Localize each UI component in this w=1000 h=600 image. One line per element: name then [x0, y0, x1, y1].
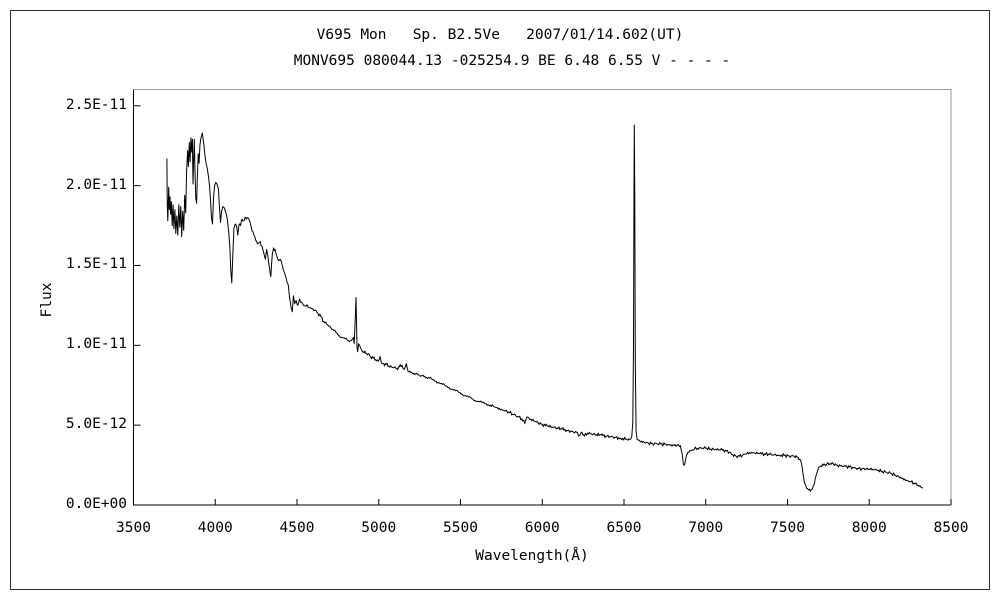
plot-frame-top-right: [133, 89, 952, 505]
y-axis-title: Flux: [39, 282, 55, 318]
x-tick-label: 4000: [197, 520, 233, 536]
y-tick-label: 0.0E+00: [65, 496, 127, 512]
x-tick-label: 3500: [116, 520, 151, 536]
y-tick-label: 1.5E-11: [65, 256, 127, 273]
y-tick-label: 2.5E-11: [65, 96, 127, 113]
x-tick-label: 7000: [688, 520, 724, 536]
x-tick-label: 6500: [606, 520, 642, 536]
x-tick-label: 5000: [361, 520, 397, 536]
y-tick-label: 1.0E-11: [65, 336, 127, 353]
x-tick-label: 6000: [524, 520, 560, 536]
y-tick-label: 2.0E-11: [65, 176, 127, 193]
chart-title: V695 Mon Sp. B2.5Ve 2007/01/14.602(UT): [316, 27, 684, 43]
chart-subtitle: MONV695 080044.13 -025254.9 BE 6.48 6.55…: [293, 53, 731, 69]
x-tick-label: 7500: [770, 520, 805, 536]
x-tick-label: 8000: [851, 520, 887, 536]
x-tick-label: 5500: [443, 520, 478, 536]
y-tick-label: 5.0E-12: [65, 416, 127, 433]
x-axis-title: Wavelength(Å): [475, 548, 589, 564]
window-border: [10, 10, 990, 590]
spectrum-line: [166, 124, 924, 492]
plot-frame-left-bottom: [133, 89, 951, 506]
x-tick-label: 8500: [933, 520, 969, 536]
x-tick-label: 4500: [279, 520, 315, 536]
